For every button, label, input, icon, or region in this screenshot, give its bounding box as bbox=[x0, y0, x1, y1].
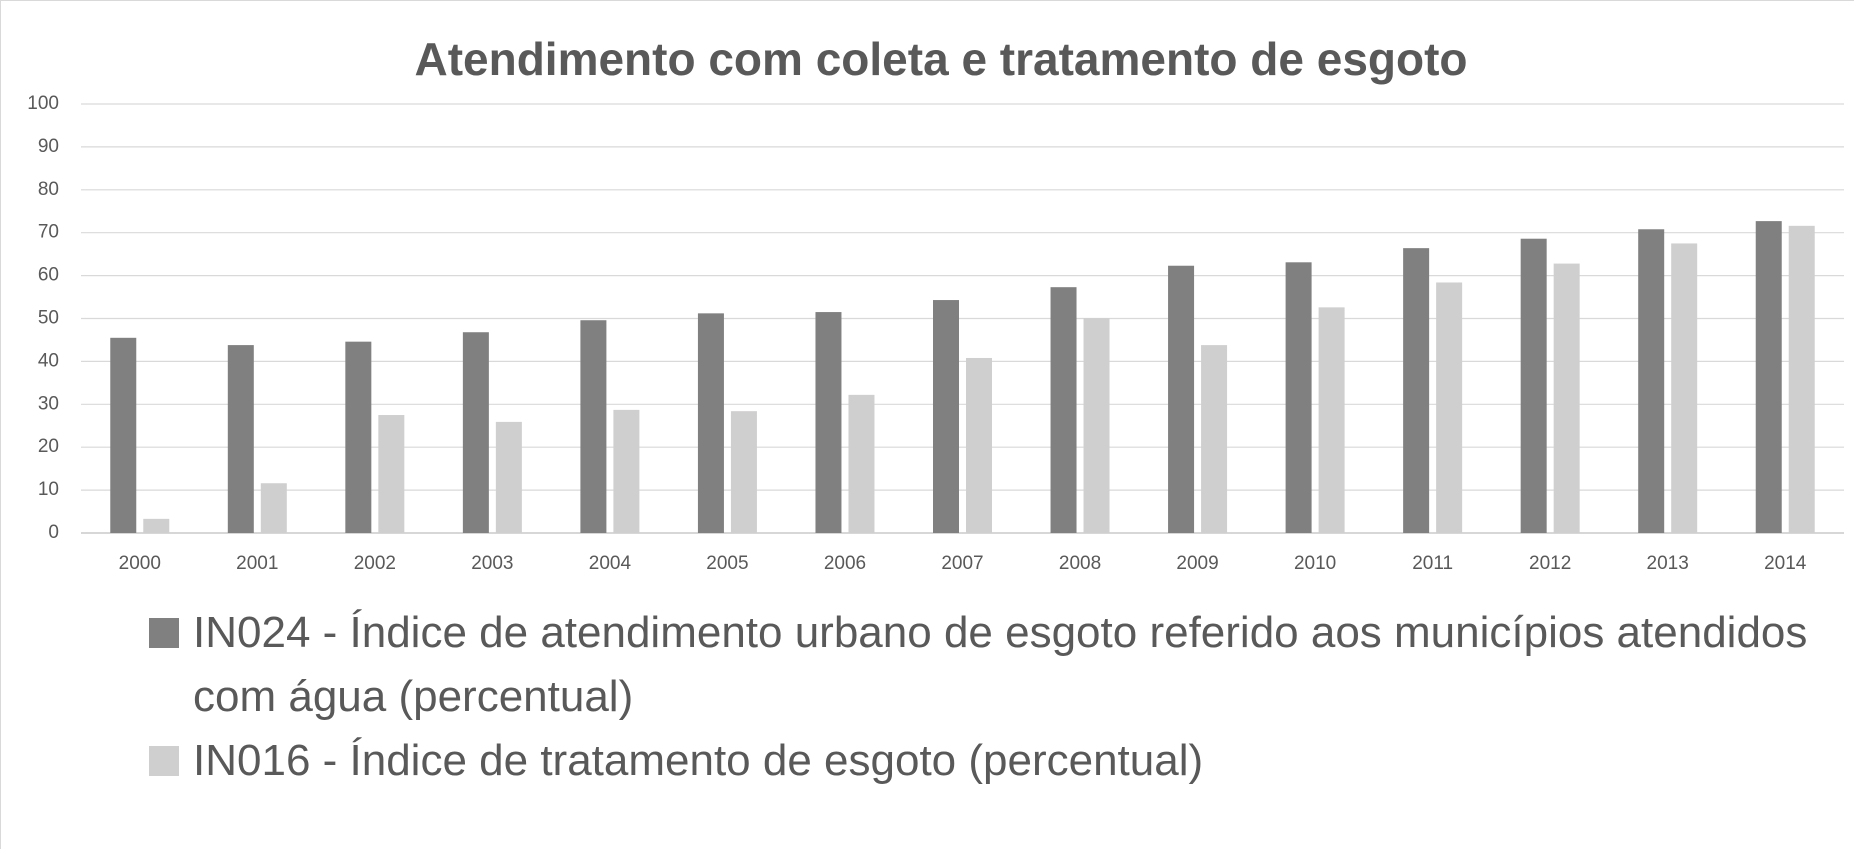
bar bbox=[378, 415, 405, 533]
y-tick-label: 50 bbox=[38, 308, 59, 329]
bar bbox=[1050, 287, 1077, 533]
bar bbox=[260, 483, 287, 533]
x-tick-label: 2007 bbox=[941, 553, 983, 574]
bar bbox=[815, 312, 842, 533]
y-tick-label: 20 bbox=[38, 436, 59, 457]
legend-label: IN024 - Índice de atendimento urbano de … bbox=[193, 608, 1808, 721]
bar bbox=[462, 332, 489, 533]
legend: IN024 - Índice de atendimento urbano de … bbox=[149, 601, 1829, 793]
bar bbox=[1285, 262, 1312, 533]
chart-title: Atendimento com coleta e tratamento de e… bbox=[414, 33, 1467, 85]
bar bbox=[1520, 238, 1547, 533]
x-tick-label: 2001 bbox=[236, 553, 278, 574]
y-tick-label: 40 bbox=[38, 350, 59, 371]
y-tick-label: 100 bbox=[27, 93, 59, 114]
bar bbox=[848, 394, 875, 533]
x-tick-label: 2011 bbox=[1412, 553, 1453, 574]
bar bbox=[1788, 225, 1815, 533]
y-tick-label: 0 bbox=[48, 522, 59, 543]
bar bbox=[1671, 243, 1698, 534]
x-tick-label: 2005 bbox=[706, 553, 748, 574]
x-tick-label: 2006 bbox=[824, 553, 866, 574]
x-tick-label: 2003 bbox=[471, 553, 513, 574]
bar bbox=[1318, 307, 1345, 533]
legend-label: IN016 - Índice de tratamento de esgoto (… bbox=[193, 736, 1204, 785]
bar bbox=[613, 409, 640, 533]
bar bbox=[345, 341, 372, 533]
y-tick-label: 70 bbox=[38, 222, 59, 243]
bar bbox=[1553, 263, 1580, 533]
bar bbox=[1436, 282, 1463, 533]
x-tick-label: 2014 bbox=[1764, 553, 1807, 574]
y-tick-label: 90 bbox=[38, 136, 59, 157]
bar bbox=[697, 313, 724, 533]
y-tick-label: 10 bbox=[38, 479, 59, 500]
legend-swatch bbox=[149, 746, 179, 776]
y-tick-label: 60 bbox=[38, 265, 59, 286]
bar bbox=[966, 357, 992, 533]
x-tick-label: 2009 bbox=[1176, 553, 1218, 574]
bar bbox=[580, 320, 607, 533]
legend-swatch bbox=[149, 618, 179, 648]
bar bbox=[1168, 265, 1195, 533]
bar bbox=[1083, 318, 1110, 533]
y-tick-label: 80 bbox=[38, 179, 59, 200]
x-tick-label: 2002 bbox=[354, 553, 396, 574]
legend-item: IN024 - Índice de atendimento urbano de … bbox=[149, 601, 1829, 729]
bar bbox=[730, 411, 757, 533]
bar bbox=[227, 345, 254, 533]
x-tick-label: 2013 bbox=[1647, 553, 1689, 574]
x-tick-label: 2004 bbox=[589, 553, 632, 574]
y-tick-label: 30 bbox=[38, 393, 59, 414]
x-tick-label: 2008 bbox=[1059, 553, 1101, 574]
bar bbox=[143, 518, 170, 533]
bar bbox=[1201, 345, 1228, 533]
bar bbox=[110, 337, 137, 533]
legend-item: IN016 - Índice de tratamento de esgoto (… bbox=[149, 729, 1829, 793]
bar bbox=[1755, 221, 1782, 533]
bar bbox=[1638, 229, 1665, 533]
bar bbox=[495, 421, 522, 533]
bar bbox=[933, 300, 959, 533]
x-tick-label: 2010 bbox=[1294, 553, 1336, 574]
x-tick-label: 2000 bbox=[119, 553, 161, 574]
x-tick-label: 2012 bbox=[1529, 553, 1571, 574]
bar bbox=[1403, 248, 1430, 534]
